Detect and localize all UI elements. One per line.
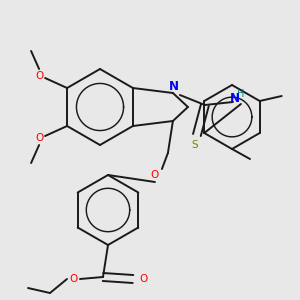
Text: O: O xyxy=(69,274,77,284)
Text: N: N xyxy=(230,92,240,106)
Text: S: S xyxy=(192,140,198,150)
Text: O: O xyxy=(35,71,43,81)
Text: O: O xyxy=(35,133,43,143)
Text: O: O xyxy=(139,274,147,284)
Text: O: O xyxy=(151,170,159,180)
Text: H: H xyxy=(237,89,244,99)
Text: N: N xyxy=(169,80,179,92)
